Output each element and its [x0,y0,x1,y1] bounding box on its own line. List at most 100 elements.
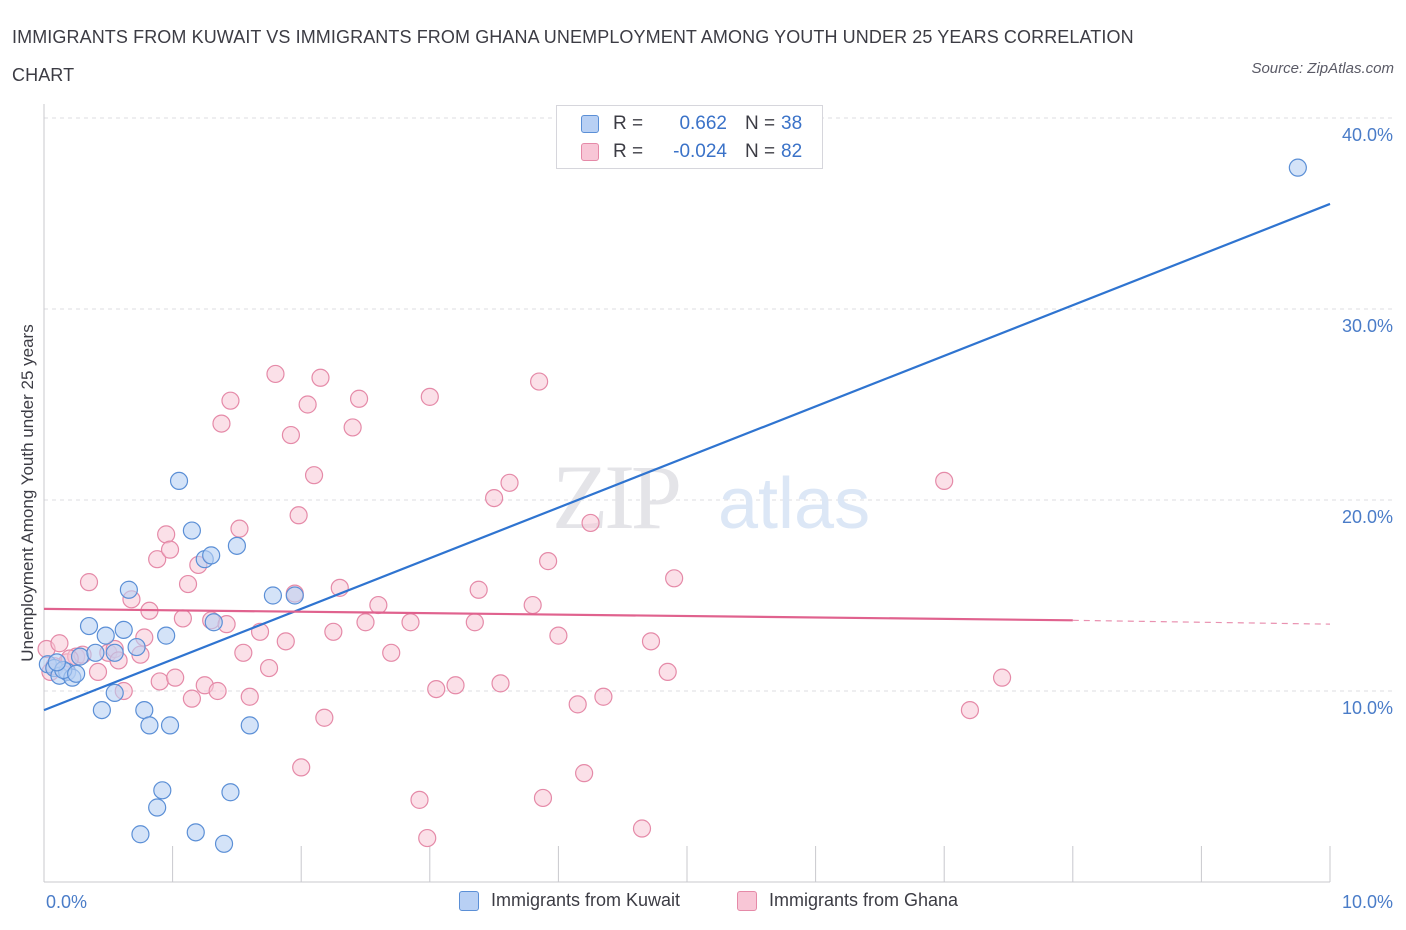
ghana-point [157,525,176,544]
kuwait-point [105,683,124,703]
ghana-point [178,574,198,594]
series-ghana-points [37,364,1012,848]
kuwait-point [182,521,201,540]
ghana-point [369,595,388,615]
y-tick-label: 40.0% [1342,125,1393,145]
ghana-point [79,573,99,592]
ghana-point [212,414,231,433]
ghana-point [234,643,253,662]
kuwait-point [119,580,138,599]
chart-title: IMMIGRANTS FROM KUWAIT VS IMMIGRANTS FRO… [12,27,1134,85]
kuwait-point [227,536,246,555]
legend-swatch-kuwait [459,890,479,911]
ghana-point [539,552,558,571]
ghana-point [594,687,613,706]
kuwait-point [285,586,304,605]
ghana-point [349,389,369,408]
ghana-point [632,819,652,838]
ghana-point [259,658,279,678]
ghana-point [533,788,553,808]
ghana-point [960,700,980,720]
ghana-point [491,674,510,693]
kuwait-point [169,471,189,490]
kuwait-point [157,626,176,645]
ghana-trend-extension [1072,619,1331,625]
kuwait-point [131,825,150,844]
ghana-point [992,668,1012,687]
kuwait-point [86,643,105,662]
kuwait-point [92,700,111,720]
kuwait-point [70,647,90,666]
legend-row-kuwait: R = 0.662 N = 38 [581,111,802,137]
kuwait-point [105,643,124,662]
kuwait-point [186,823,205,842]
ghana-point [420,387,439,406]
ghana-point [148,550,167,569]
ghana-point [182,689,201,708]
ghana-point [343,418,362,437]
kuwait-point [114,620,133,639]
y-tick-label: 10.0% [1342,698,1393,718]
correlation-legend: R = 0.662 N = 38 R = -0.024 N = 82 [556,105,823,169]
kuwait-point [240,716,259,735]
kuwait-point [47,653,66,672]
watermark: ZIP atlas [552,446,870,548]
legend-swatch-ghana [581,143,599,161]
ghana-point [446,676,465,695]
ghana-point [523,595,542,615]
grid-lines [44,117,1392,692]
ghana-point [658,662,677,682]
trend-lines [43,202,1331,712]
ghana-point [485,488,504,508]
legend-r-value: -0.024 [673,141,727,162]
ghana-point [304,466,324,485]
y-tick-label: 30.0% [1342,316,1393,336]
legend-item-kuwait: Immigrants from Kuwait [459,890,680,911]
kuwait-point [153,781,172,800]
ghana-point [465,613,484,632]
ghana-point [160,540,180,559]
legend-item-ghana: Immigrants from Ghana [737,890,958,911]
kuwait-point [204,613,223,632]
series-kuwait-points [38,158,1307,853]
y-tick-label: 20.0% [1342,507,1393,527]
kuwait-point [127,637,146,657]
kuwait-point [214,834,234,853]
ghana-point [418,828,437,848]
ghana-point [568,695,587,714]
legend-n-label: N = [745,113,776,134]
ghana-point [166,668,185,687]
legend-label-ghana: Immigrants from Ghana [769,890,959,910]
legend-swatch-kuwait [581,115,599,133]
ghana-point [530,372,549,391]
ghana-point [88,662,108,682]
series-legend: Immigrants from Kuwait Immigrants from G… [0,890,1406,916]
ghana-point [401,613,420,632]
ghana-point [50,634,69,653]
ghana-point [469,580,488,599]
ghana-point [575,764,594,783]
ghana-point [935,471,954,490]
ghana-point [208,681,227,701]
kuwait-point [79,616,99,636]
legend-n-value: 82 [781,141,803,162]
kuwait-point [202,546,221,565]
legend-r-label: R = [613,141,644,162]
axes [43,104,1331,883]
ghana-point [581,513,600,533]
ghana-point [500,473,519,492]
kuwait-point [221,783,240,802]
ghana-trend-line [43,607,1073,622]
ghana-point [641,632,661,651]
watermark-zip: ZIP [552,446,679,548]
y-axis-label: Unemployment Among Youth under 25 years [18,324,37,661]
legend-n-label: N = [745,141,776,162]
watermark-atlas: atlas [718,464,870,544]
ghana-point [240,687,259,706]
ghana-point [427,679,446,699]
legend-label-kuwait: Immigrants from Kuwait [491,890,681,910]
ghana-point [315,708,334,727]
kuwait-point [67,664,86,683]
ghana-point [665,569,684,588]
ghana-point [382,643,401,662]
